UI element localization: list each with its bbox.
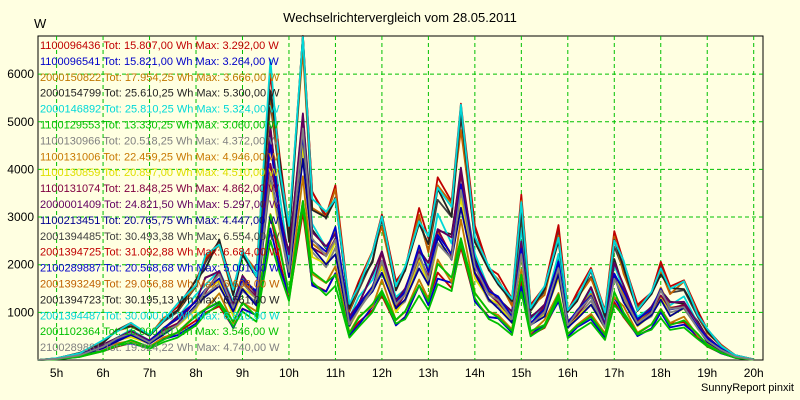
y-tick-label: 6000 [7, 67, 34, 81]
y-axis-unit: W [34, 16, 47, 31]
x-tick-label: 12h [372, 366, 392, 380]
legend-entry: 2000001409 Tot: 24.821,50 Wh Max: 5.297,… [40, 199, 280, 211]
x-tick-label: 16h [558, 366, 578, 380]
x-tick-label: 14h [465, 366, 485, 380]
x-tick-label: 17h [604, 366, 624, 380]
series-line-2001394487 [37, 36, 754, 361]
series-line-1100129553 [37, 205, 754, 361]
series-line-2100289881 [37, 127, 754, 361]
chart-footer: SunnyReport pinxit [701, 382, 794, 394]
series-line-2100289887 [37, 133, 754, 361]
legend-entry: 1100131074 Tot: 21.848,25 Wh Max: 4.862,… [40, 183, 279, 195]
legend-entry: 1100130859 Tot: 20.897,00 Wh Max: 4.510,… [40, 167, 279, 179]
legend-entry: 1100096436 Tot: 15.807,00 Wh Max: 3.292,… [40, 40, 279, 52]
legend-entry: 1100213451 Tot: 20.765,75 Wh Max: 4.447,… [40, 215, 279, 227]
y-tick-label: 1000 [7, 305, 34, 319]
y-tick-label: 2000 [7, 258, 34, 272]
x-tick-label: 8h [189, 366, 202, 380]
x-tick-label: 10h [279, 366, 299, 380]
legend-entry: 2001394723 Tot: 30.195,13 Wh Max: 6.561,… [40, 294, 280, 306]
legend-entry: 2001394725 Tot: 31.092,88 Wh Max: 6.684,… [40, 247, 280, 259]
x-tick-label: 7h [143, 366, 156, 380]
legend-entry: 2001393249 Tot: 29.056,88 Wh Max: 6.608,… [40, 279, 280, 291]
legend-entry: 2100289881 Tot: 19.924,22 Wh Max: 4.740,… [40, 342, 280, 354]
legend-entry: 1100130966 Tot: 20.518,25 Wh Max: 4.372,… [40, 135, 279, 147]
legend-entry: 1100131006 Tot: 22.459,25 Wh Max: 4.946,… [40, 151, 279, 163]
legend-entry: 2100289887 Tot: 20.568,68 Wh Max: 5.001,… [40, 263, 280, 275]
x-tick-label: 20h [744, 366, 764, 380]
x-tick-label: 19h [697, 366, 717, 380]
legend-entry: 2001102364 Tot: 16.000,00 Wh Max: 3.546,… [40, 326, 279, 338]
y-tick-label: 5000 [7, 115, 34, 129]
legend-entry: 2000150822 Tot: 17.954,25 Wh Max: 3.666,… [40, 72, 280, 84]
series-line-2001102364 [37, 199, 754, 361]
legend-entry: 1100096541 Tot: 15.821,00 Wh Max: 3.264,… [40, 56, 279, 68]
y-tick-label: 4000 [7, 162, 34, 176]
chart-title: Wechselrichtervergleich vom 28.05.2011 [283, 10, 517, 25]
legend-entry: 1100129553 Tot: 13.330,25 Wh Max: 3.060,… [40, 120, 279, 132]
x-tick-label: 18h [651, 366, 671, 380]
legend-entry: 2000154799 Tot: 25.610,25 Wh Max: 5.300,… [40, 88, 280, 100]
legend-entry: 2001394487 Tot: 30.000,00 Wh Max: 6.810,… [40, 310, 280, 322]
legend-entry: 2001394485 Tot: 30.493,38 Wh Max: 6.554,… [40, 231, 280, 243]
y-tick-label: 3000 [7, 210, 34, 224]
x-tick-label: 9h [236, 366, 249, 380]
x-tick-label: 15h [511, 366, 531, 380]
x-tick-label: 11h [326, 366, 345, 380]
x-tick-label: 5h [50, 366, 63, 380]
legend-entry: 2000146892 Tot: 25.810,25 Wh Max: 5.324,… [40, 104, 280, 116]
x-tick-label: 13h [418, 366, 438, 380]
x-tick-label: 6h [96, 366, 109, 380]
